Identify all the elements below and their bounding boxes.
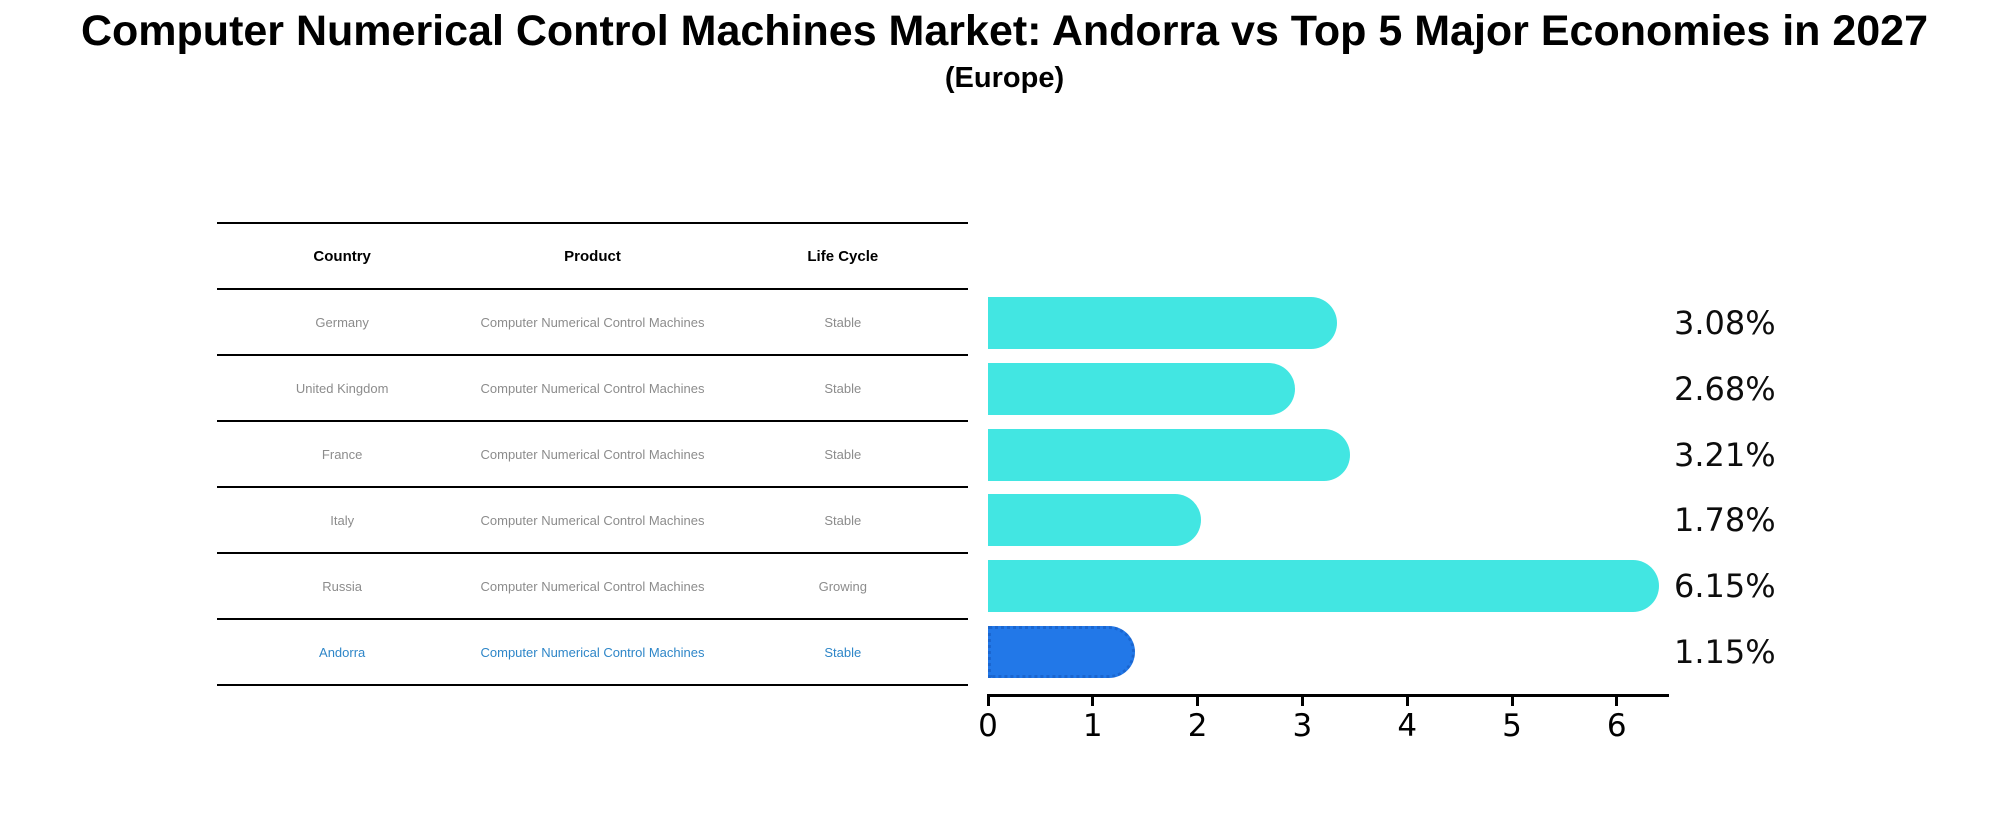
x-axis-tick	[1091, 697, 1095, 706]
column-header-country: Country	[313, 247, 371, 265]
cell-country: Andorra	[319, 644, 366, 660]
cell-lifecycle: Stable	[824, 644, 862, 660]
x-axis-tick	[1405, 697, 1409, 706]
bar-russia	[988, 560, 1659, 613]
cell-lifecycle: Growing	[818, 578, 868, 594]
x-axis-tick-label: 1	[1082, 708, 1103, 744]
bar-france	[988, 428, 1351, 481]
value-label: 6.15%	[1674, 567, 1776, 606]
cell-country: United Kingdom	[295, 380, 389, 396]
comparison-table: Country Product Life Cycle Germany Compu…	[217, 222, 968, 686]
cell-lifecycle: Stable	[824, 380, 862, 396]
x-axis-tick	[1300, 697, 1304, 706]
value-label: 2.68%	[1674, 369, 1776, 408]
x-axis-tick-label: 0	[978, 708, 998, 744]
column-header-lifecycle: Life Cycle	[807, 247, 879, 265]
x-axis-tick-label: 4	[1397, 708, 1418, 744]
cell-product: Computer Numerical Control Machines	[480, 644, 705, 660]
cell-lifecycle: Stable	[824, 446, 862, 462]
x-axis-tick	[986, 697, 990, 706]
value-label: 3.21%	[1674, 435, 1776, 474]
chart-subtitle: (Europe)	[944, 62, 1065, 94]
table-row-united-kingdom: United Kingdom Computer Numerical Contro…	[217, 354, 968, 420]
table-row-russia: Russia Computer Numerical Control Machin…	[217, 552, 968, 618]
cell-country: Italy	[330, 512, 355, 528]
cell-country: France	[321, 446, 363, 462]
x-axis-tick	[1615, 697, 1619, 706]
table-row-germany: Germany Computer Numerical Control Machi…	[217, 288, 968, 354]
column-header-product: Product	[564, 247, 621, 265]
value-label: 1.15%	[1674, 633, 1776, 671]
bar-germany	[988, 297, 1337, 349]
x-axis-tick	[1196, 697, 1200, 706]
value-label: 3.08%	[1674, 304, 1776, 342]
cell-product: Computer Numerical Control Machines	[480, 446, 705, 462]
cell-product: Computer Numerical Control Machines	[480, 314, 705, 330]
cell-product: Computer Numerical Control Machines	[480, 512, 705, 528]
x-axis-tick-label: 6	[1606, 708, 1627, 744]
bar-italy	[988, 494, 1201, 547]
table-row-france: France Computer Numerical Control Machin…	[217, 420, 968, 486]
cell-country: Russia	[322, 578, 363, 594]
value-label: 1.78%	[1674, 501, 1776, 540]
cell-lifecycle: Stable	[824, 512, 862, 528]
bar-andorra-highlighted	[988, 626, 1135, 678]
bar-united-kingdom	[988, 362, 1295, 415]
x-axis-tick	[1510, 697, 1514, 706]
x-axis-tick-label: 3	[1292, 708, 1313, 744]
cell-country: Germany	[315, 314, 369, 330]
table-row-andorra-highlighted: Andorra Computer Numerical Control Machi…	[217, 618, 968, 684]
cell-lifecycle: Stable	[824, 314, 862, 330]
chart-title: Computer Numerical Control Machines Mark…	[80, 7, 1929, 55]
x-axis-line	[987, 694, 1669, 697]
table-row-italy: Italy Computer Numerical Control Machine…	[217, 486, 968, 552]
x-axis-tick-label: 5	[1502, 708, 1522, 744]
x-axis-tick-label: 2	[1187, 708, 1208, 744]
table-header-row: Country Product Life Cycle	[217, 222, 968, 288]
cell-product: Computer Numerical Control Machines	[480, 578, 705, 594]
cell-product: Computer Numerical Control Machines	[480, 380, 705, 396]
